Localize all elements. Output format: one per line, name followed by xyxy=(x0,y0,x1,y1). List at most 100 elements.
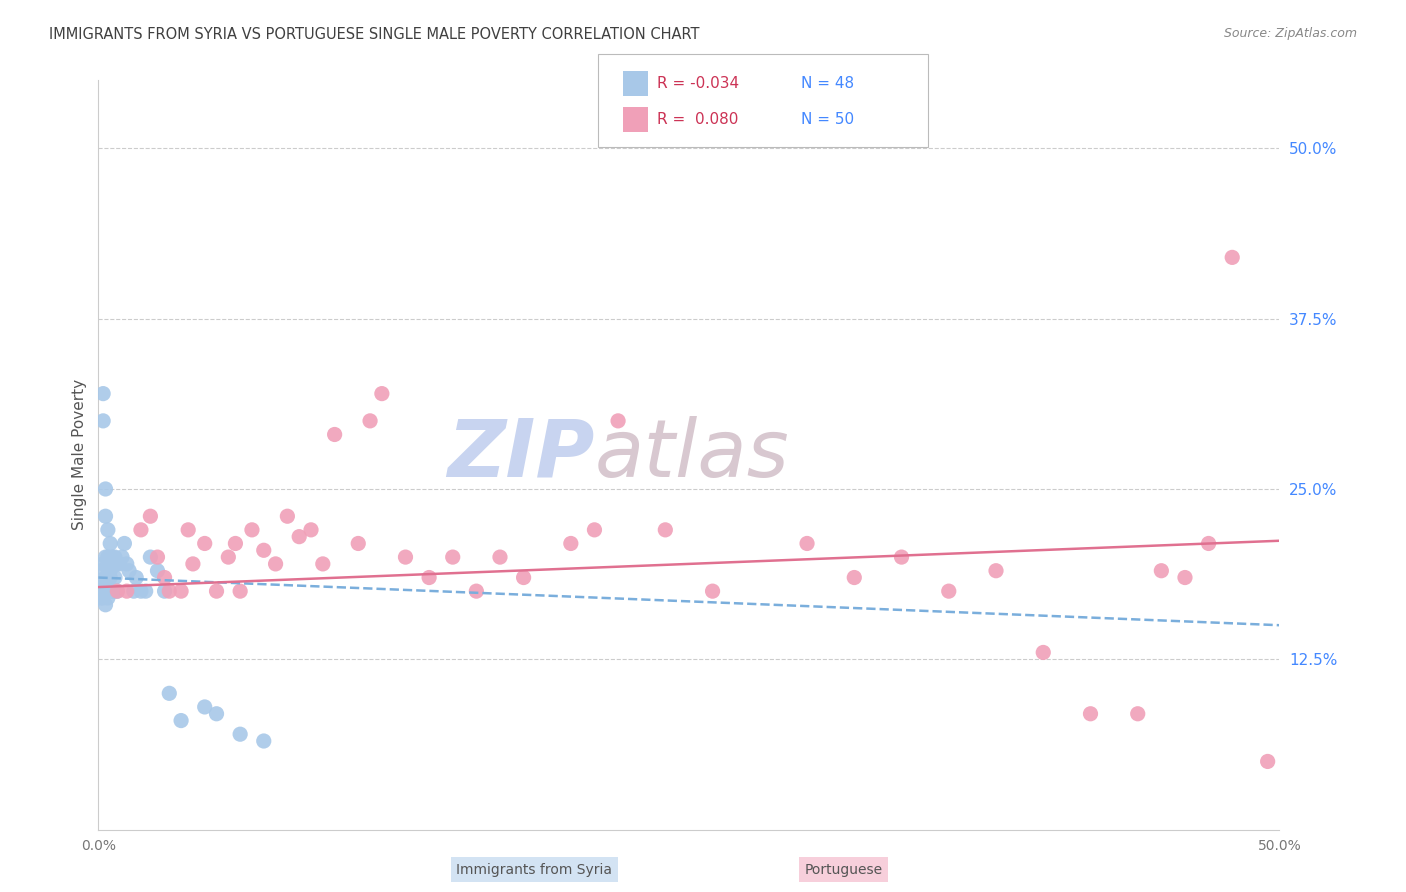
Point xyxy=(118,564,141,578)
Point xyxy=(229,727,252,741)
Text: N = 50: N = 50 xyxy=(801,112,855,128)
Point xyxy=(276,509,298,524)
Point xyxy=(844,570,866,584)
Point xyxy=(607,414,630,428)
Point xyxy=(105,584,128,599)
Point xyxy=(489,550,512,565)
Point xyxy=(312,557,335,571)
Point xyxy=(97,570,120,584)
Point xyxy=(91,386,114,401)
Point xyxy=(194,536,217,550)
Point xyxy=(98,564,121,578)
Point xyxy=(91,414,114,428)
Point xyxy=(129,584,152,599)
Point xyxy=(135,584,157,599)
Point xyxy=(890,550,912,565)
Point xyxy=(465,584,488,599)
Point xyxy=(181,557,204,571)
Point xyxy=(146,550,169,565)
Point xyxy=(253,734,276,748)
Point xyxy=(1126,706,1149,721)
Point xyxy=(146,564,169,578)
Point xyxy=(253,543,276,558)
Point xyxy=(94,598,117,612)
Point xyxy=(205,584,228,599)
Point xyxy=(441,550,464,565)
Point xyxy=(170,714,193,728)
Point xyxy=(418,570,440,584)
Point xyxy=(90,577,112,591)
Point xyxy=(101,584,124,599)
Point xyxy=(371,386,394,401)
Point xyxy=(347,536,370,550)
Point xyxy=(394,550,416,565)
Text: IMMIGRANTS FROM SYRIA VS PORTUGUESE SINGLE MALE POVERTY CORRELATION CHART: IMMIGRANTS FROM SYRIA VS PORTUGUESE SING… xyxy=(49,27,700,42)
Text: Source: ZipAtlas.com: Source: ZipAtlas.com xyxy=(1223,27,1357,40)
Text: ZIP: ZIP xyxy=(447,416,595,494)
Point xyxy=(129,523,152,537)
Point xyxy=(101,550,124,565)
Point xyxy=(104,550,127,565)
Point xyxy=(105,557,128,571)
Point xyxy=(125,570,148,584)
Text: R = -0.034: R = -0.034 xyxy=(657,76,738,91)
Point xyxy=(224,536,246,550)
Point xyxy=(97,550,120,565)
Point xyxy=(97,523,120,537)
Point xyxy=(583,523,606,537)
Point xyxy=(153,584,176,599)
Point xyxy=(205,706,228,721)
Point xyxy=(170,584,193,599)
Point xyxy=(1150,564,1173,578)
Point xyxy=(122,584,145,599)
Point xyxy=(94,509,117,524)
Point xyxy=(94,570,117,584)
Point xyxy=(702,584,724,599)
Point xyxy=(299,523,322,537)
Point xyxy=(240,523,263,537)
Point xyxy=(115,557,138,571)
Point xyxy=(157,584,180,599)
Point xyxy=(796,536,818,550)
Point xyxy=(104,570,127,584)
Point xyxy=(984,564,1007,578)
Text: Immigrants from Syria: Immigrants from Syria xyxy=(457,863,612,877)
Point xyxy=(654,523,676,537)
Point xyxy=(157,686,180,700)
Point xyxy=(108,557,131,571)
Point xyxy=(139,550,162,565)
Y-axis label: Single Male Poverty: Single Male Poverty xyxy=(72,379,87,531)
Point xyxy=(111,550,134,565)
Point xyxy=(1032,645,1054,659)
Point xyxy=(1174,570,1197,584)
Point xyxy=(288,530,311,544)
Text: R =  0.080: R = 0.080 xyxy=(657,112,738,128)
Point xyxy=(115,584,138,599)
Point xyxy=(194,700,217,714)
Point xyxy=(104,584,127,599)
Point xyxy=(105,584,128,599)
Point xyxy=(1257,755,1279,769)
Point xyxy=(90,591,112,605)
Point xyxy=(94,550,117,565)
Point xyxy=(90,564,112,578)
Point xyxy=(90,584,112,599)
Point xyxy=(323,427,346,442)
Point xyxy=(98,570,121,584)
Point xyxy=(153,570,176,584)
Point xyxy=(177,523,200,537)
Point xyxy=(91,577,114,591)
Point xyxy=(938,584,960,599)
Point xyxy=(229,584,252,599)
Point xyxy=(98,584,121,599)
Point xyxy=(91,557,114,571)
Point xyxy=(264,557,287,571)
Point xyxy=(512,570,534,584)
Point xyxy=(97,591,120,605)
Point xyxy=(91,591,114,605)
Point xyxy=(1080,706,1102,721)
Point xyxy=(98,536,121,550)
Point xyxy=(1198,536,1220,550)
Point xyxy=(560,536,582,550)
Text: Portuguese: Portuguese xyxy=(804,863,883,877)
